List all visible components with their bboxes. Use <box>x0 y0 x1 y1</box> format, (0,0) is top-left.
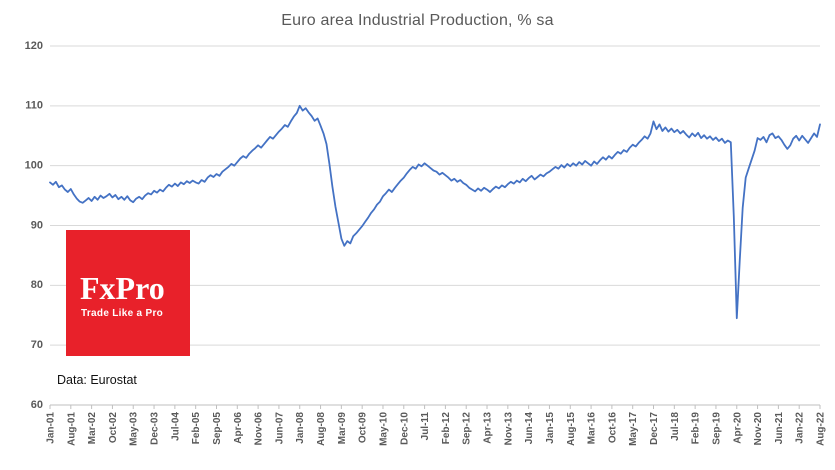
x-tick-label: Jul-11 <box>420 412 431 441</box>
x-tick-label: Jul-18 <box>670 412 681 441</box>
x-tick-label: Apr-13 <box>483 412 494 444</box>
x-tick-label: Mar-16 <box>587 412 598 445</box>
y-tick-label: 70 <box>31 339 43 351</box>
x-tick-label: Dec-03 <box>150 412 161 445</box>
series-line <box>49 104 821 320</box>
x-tick-label: Oct-02 <box>108 412 119 444</box>
x-tick-label: Jul-04 <box>170 412 181 441</box>
x-tick-label: Feb-12 <box>441 412 452 445</box>
fxpro-logo-wordmark: FxPro <box>80 270 165 306</box>
x-tick-label: Oct-09 <box>358 412 369 444</box>
x-tick-label: Jan-01 <box>46 412 57 444</box>
x-tick-label: Apr-20 <box>732 412 743 444</box>
x-tick-label: Sep-12 <box>462 412 473 445</box>
data-source-note: Data: Eurostat <box>57 373 137 387</box>
x-tick-label: Mar-09 <box>337 412 348 445</box>
x-tick-label: Nov-06 <box>254 412 265 446</box>
y-tick-label: 100 <box>25 160 43 172</box>
y-tick-label: 60 <box>31 399 43 411</box>
x-tick-label: Sep-19 <box>711 412 722 445</box>
chart-title: Euro area Industrial Production, % sa <box>281 12 554 29</box>
x-tick-label: Nov-13 <box>503 412 514 446</box>
x-tick-label: May-17 <box>628 412 639 446</box>
x-tick-label: Jun-07 <box>274 412 285 445</box>
x-tick-label: Aug-15 <box>566 412 577 446</box>
x-tick-label: Aug-01 <box>66 412 77 446</box>
x-tick-label: Feb-05 <box>191 412 202 445</box>
x-tick-label: Jun-14 <box>524 412 535 445</box>
x-tick-label: Apr-06 <box>233 412 244 444</box>
x-tick-label: Nov-20 <box>753 412 764 446</box>
x-tick-label: Aug-22 <box>816 412 827 446</box>
fxpro-logo: FxPro Trade Like a Pro <box>66 230 190 356</box>
x-tick-label: May-10 <box>378 412 389 446</box>
x-tick-label: Dec-10 <box>399 412 410 445</box>
x-tick-label: Jun-21 <box>774 412 785 445</box>
x-tick-label: Mar-02 <box>87 412 98 445</box>
x-tick-label: May-03 <box>129 412 140 446</box>
x-tick-label: Sep-05 <box>212 412 223 445</box>
x-tick-label: Feb-19 <box>691 412 702 445</box>
x-tick-label: Jan-22 <box>795 412 806 444</box>
y-tick-label: 90 <box>31 219 43 231</box>
x-tick-label: Jan-15 <box>545 412 556 444</box>
x-tick-label: Aug-08 <box>316 412 327 446</box>
x-tick-label: Jan-08 <box>295 412 306 444</box>
y-tick-label: 120 <box>25 40 43 52</box>
fxpro-logo-tagline: Trade Like a Pro <box>81 308 164 319</box>
x-tick-label: Dec-17 <box>649 412 660 445</box>
y-tick-label: 80 <box>31 279 43 291</box>
x-tick-label: Oct-16 <box>607 412 618 444</box>
y-tick-label: 110 <box>25 100 43 112</box>
